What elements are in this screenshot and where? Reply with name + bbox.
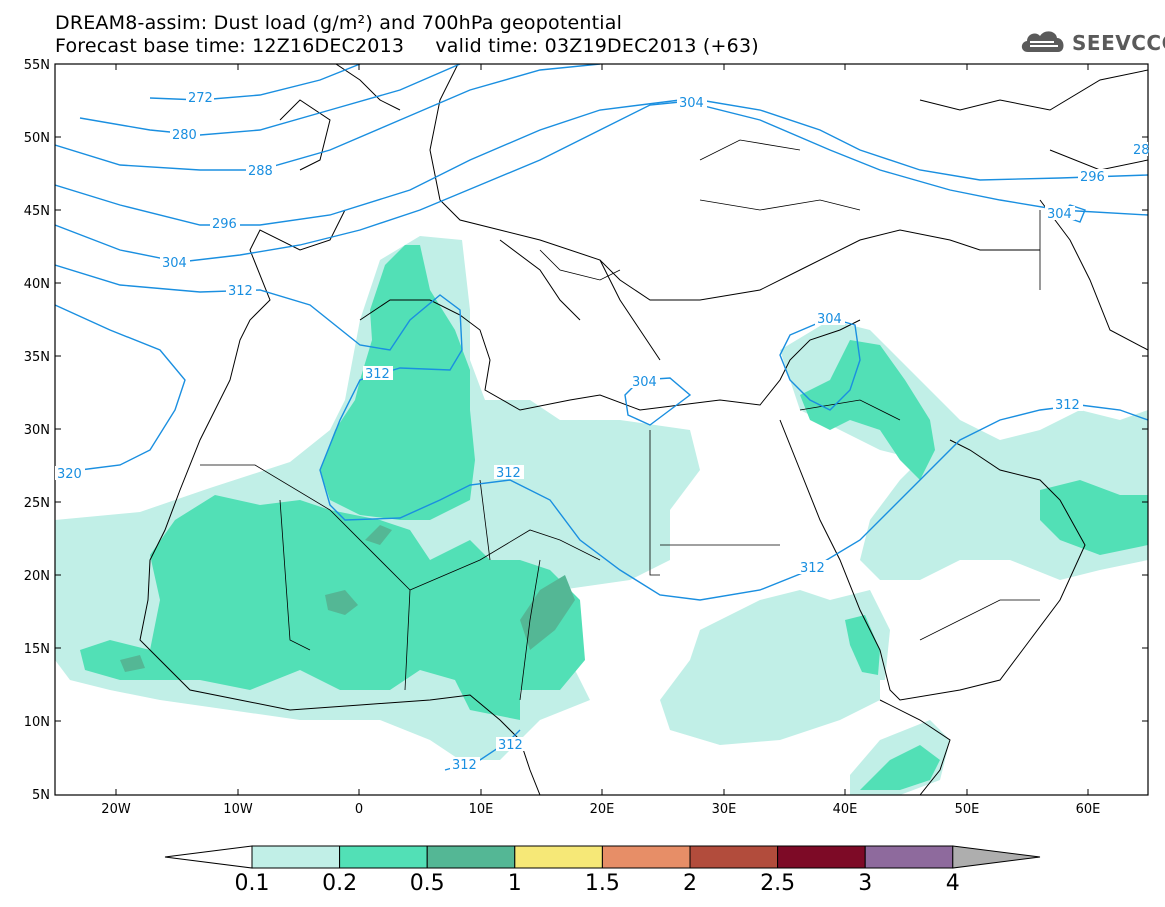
contour-label: 312 — [498, 738, 523, 753]
lon-label: 40E — [833, 802, 858, 817]
colorbar-label: 2 — [683, 871, 697, 896]
lat-label: 30N — [24, 423, 50, 438]
colorbar-label: 4 — [946, 871, 960, 896]
contour-label: 304 — [632, 375, 657, 390]
contour-label: 304 — [679, 96, 704, 111]
contour-label: 28 — [1133, 143, 1150, 158]
lon-label: 20W — [101, 802, 131, 817]
lat-label: 45N — [24, 204, 50, 219]
contour-label: 272 — [188, 91, 213, 106]
lat-label: 25N — [24, 496, 50, 511]
lon-label: 10W — [223, 802, 253, 817]
logo-text: SEEVCCC — [1072, 31, 1165, 55]
contour-label: 312 — [365, 367, 390, 382]
contour-label: 320 — [57, 467, 82, 482]
colorbar-label: 1 — [508, 871, 522, 896]
colorbar-box — [777, 845, 866, 869]
colorbar-label: 0.5 — [410, 871, 445, 896]
dust-region-low-sahel-east — [660, 590, 880, 745]
cloud-icon — [1021, 31, 1064, 52]
contour-labels: 272 280 288 296 304 312 312 312 312 312 … — [55, 90, 1150, 773]
lon-label: 30E — [712, 802, 737, 817]
lon-label: 50E — [955, 802, 980, 817]
contour-label: 312 — [228, 284, 253, 299]
contour-label: 288 — [248, 164, 273, 179]
contour-label: 304 — [162, 256, 187, 271]
dust-region-mid-iraq — [800, 340, 935, 480]
lat-label: 10N — [24, 715, 50, 730]
colorbar-label: 0.1 — [235, 871, 270, 896]
colorbar-label: 2.5 — [760, 871, 795, 896]
lat-label: 15N — [24, 642, 50, 657]
dust-region-high-4 — [120, 655, 145, 672]
dust-region-high-1 — [520, 575, 575, 650]
dust-region-high-2 — [325, 590, 358, 615]
map-title: DREAM8-assim: Dust load (g/m²) and 700hP… — [55, 12, 623, 34]
contour-label: 312 — [452, 758, 477, 773]
latitude-axis: 55N 50N 45N 40N 35N 30N 25N 20N 15N 10N … — [24, 58, 1148, 803]
colorbar-boxes — [164, 845, 1041, 869]
longitude-axis: 20W 10W 0 10E 20E 30E 40E 50E 60E — [101, 64, 1100, 817]
geopotential-contours — [55, 64, 1148, 771]
lat-label: 35N — [24, 350, 50, 365]
colorbar-label: 1.5 — [585, 871, 620, 896]
dust-field — [55, 236, 1148, 795]
lat-label: 20N — [24, 569, 50, 584]
lon-label: 0 — [355, 802, 363, 817]
contour-label: 312 — [800, 561, 825, 576]
contour-label: 296 — [1080, 170, 1105, 185]
lon-label: 20E — [590, 802, 615, 817]
dust-region-mid-horn — [860, 745, 940, 790]
colorbar-label: 0.2 — [322, 871, 357, 896]
lat-label: 50N — [24, 131, 50, 146]
colorbar-box — [426, 845, 516, 869]
colorbar-box — [864, 845, 954, 869]
contour-label: 304 — [1047, 207, 1072, 222]
seevccc-logo: SEEVCCC — [1018, 26, 1165, 58]
contour-label: 304 — [817, 312, 842, 327]
lon-label: 10E — [469, 802, 494, 817]
map-subtitle: Forecast base time: 12Z16DEC2013 valid t… — [55, 35, 759, 57]
contour-label: 312 — [1055, 398, 1080, 413]
contour-label: 280 — [172, 128, 197, 143]
contour-label: 312 — [496, 466, 521, 481]
colorbar-box — [514, 845, 603, 869]
colorbar-box — [601, 845, 691, 869]
borders — [200, 139, 1041, 701]
colorbar-label: 3 — [858, 871, 872, 896]
dust-region-mid-atlas — [320, 245, 475, 520]
lon-label: 60E — [1076, 802, 1101, 817]
colorbar-box — [689, 845, 779, 869]
dust-region-high-3 — [365, 525, 392, 545]
colorbar-labels: 0.1 0.2 0.5 1 1.5 2 2.5 3 4 — [235, 871, 960, 896]
colorbar-max-arrow — [952, 845, 1041, 869]
contour-label: 296 — [212, 217, 237, 232]
dust-region-mid-redsea — [845, 615, 880, 675]
colorbar-box — [251, 845, 341, 869]
colorbar-box — [339, 845, 428, 869]
colorbar-min-arrow — [164, 845, 253, 869]
lat-label: 5N — [32, 788, 50, 803]
dust-region-mid-gulf — [1040, 480, 1148, 555]
lat-label: 40N — [24, 277, 50, 292]
lat-label: 55N — [24, 58, 50, 73]
